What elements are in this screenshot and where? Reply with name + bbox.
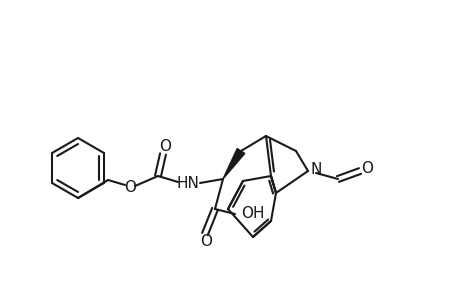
Text: O: O <box>159 139 171 154</box>
Text: HN: HN <box>176 176 199 191</box>
Text: O: O <box>360 160 372 175</box>
Text: N: N <box>310 161 321 176</box>
Text: O: O <box>124 181 136 196</box>
Text: OH: OH <box>241 206 264 221</box>
Polygon shape <box>223 148 244 179</box>
Text: O: O <box>200 235 212 250</box>
